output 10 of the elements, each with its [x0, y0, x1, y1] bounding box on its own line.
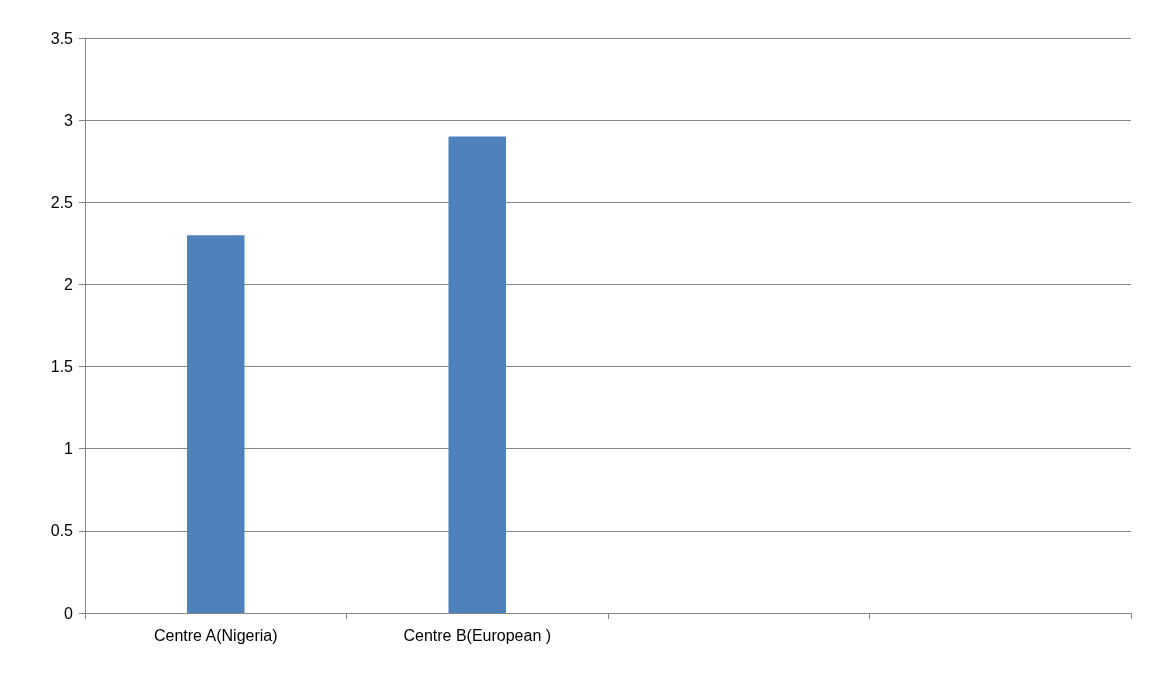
- y-tick-label: 0: [64, 604, 74, 622]
- y-tick-label: 2: [64, 275, 74, 293]
- x-tick-label: Centre A(Nigeria): [153, 626, 278, 644]
- y-tick-label: 2.5: [50, 193, 74, 211]
- y-tick-label: 1: [64, 440, 74, 458]
- y-tick-label: 3.5: [50, 29, 74, 47]
- x-tick-label: Centre B(European ): [403, 626, 552, 644]
- y-tick-label: 3: [64, 111, 74, 129]
- y-tick-label: 0.5: [50, 522, 74, 540]
- y-tick-label: 1.5: [50, 358, 74, 376]
